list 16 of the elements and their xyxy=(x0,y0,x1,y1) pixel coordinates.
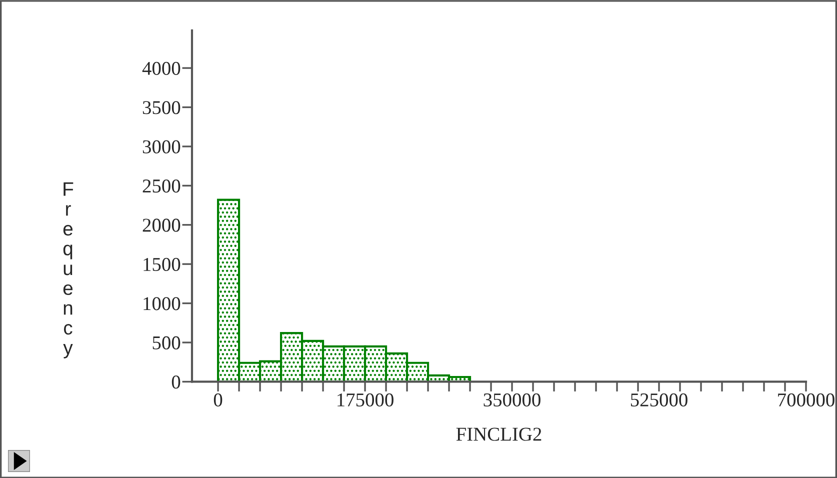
x-tick-label: 350000 xyxy=(484,393,540,406)
y-tick-label: 3000 xyxy=(142,140,180,154)
y-tick-label: 1500 xyxy=(144,258,180,272)
y-tick-label: 500 xyxy=(152,336,180,350)
y-tick-label: 4000 xyxy=(142,62,180,75)
y-tick-label: 0 xyxy=(172,376,180,389)
y-tick-label: 2000 xyxy=(142,218,180,232)
x-tick-label: 525000 xyxy=(630,393,688,406)
y-tick-label: 1000 xyxy=(144,297,180,310)
y-tick-label: 2500 xyxy=(142,179,180,193)
x-tick-label: 175000 xyxy=(338,393,394,406)
y-tick-label: 3500 xyxy=(142,101,180,114)
text: Frequency xyxy=(63,182,74,358)
x-tick-label: 0 xyxy=(214,393,222,406)
x-tick-label: 700000 xyxy=(778,393,834,406)
x-axis-title: FINCLIG2 xyxy=(456,428,542,441)
